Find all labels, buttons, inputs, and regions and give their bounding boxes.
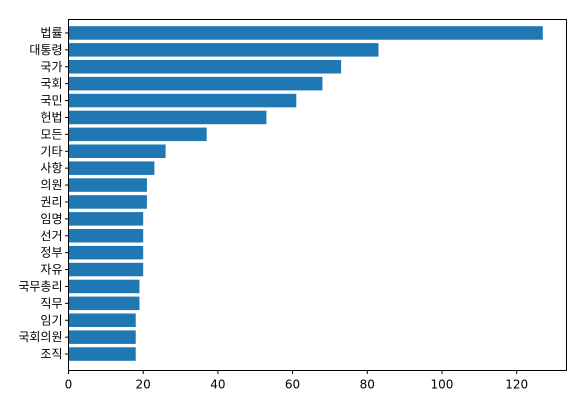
bar-5 <box>68 110 267 125</box>
x-ticks: 0 20 40 60 80 100 120 <box>65 370 528 392</box>
y-tick-label: 국회 <box>40 77 62 91</box>
y-tick-label: 국민 <box>40 94 62 108</box>
y-tick-label: 직무 <box>40 296 62 310</box>
plot-frame <box>68 19 567 371</box>
bar-15 <box>68 279 140 294</box>
x-tick-label: 100 <box>431 378 454 392</box>
bar-9 <box>68 178 147 192</box>
y-tick-label: 국가 <box>40 60 62 74</box>
y-tick-label: 기타 <box>40 144 62 158</box>
bar-6 <box>68 127 207 142</box>
bar-4 <box>68 93 297 108</box>
bars-group <box>68 26 543 361</box>
bar-1 <box>68 43 379 57</box>
bar-14 <box>68 262 144 277</box>
bar-11 <box>68 212 144 226</box>
bar-19 <box>68 347 136 361</box>
y-tick-labels: 법률대통령국가국회국민헌법모든기타사항의원권리임명선거정부자유국무총리직무임기국… <box>18 26 69 361</box>
x-tick-label: 120 <box>505 378 528 392</box>
bar-2 <box>68 59 342 74</box>
y-tick-label: 정부 <box>40 246 62 260</box>
bar-17 <box>68 313 136 328</box>
x-tick-label: 40 <box>210 378 225 392</box>
y-tick-label: 선거 <box>40 229 62 243</box>
y-tick-label: 국회의원 <box>18 330 62 344</box>
bar-13 <box>68 245 144 260</box>
y-tick-label: 법률 <box>40 26 62 40</box>
bar-7 <box>68 144 166 159</box>
y-tick-label: 대통령 <box>29 43 62 57</box>
y-tick-label: 조직 <box>40 347 62 361</box>
y-tick-label: 국무총리 <box>18 279 62 293</box>
x-tick-label: 60 <box>285 378 300 392</box>
y-tick-label: 사항 <box>40 161 62 175</box>
y-tick-label: 의원 <box>40 178 62 192</box>
x-tick-label: 20 <box>136 378 151 392</box>
bar-12 <box>68 228 144 243</box>
x-tick-label: 0 <box>65 378 73 392</box>
bar-16 <box>68 296 140 311</box>
bar-18 <box>68 330 136 344</box>
bar-8 <box>68 161 155 175</box>
y-tick-label: 헌법 <box>40 110 62 124</box>
bar-3 <box>68 76 323 91</box>
y-tick-label: 자유 <box>40 263 62 277</box>
y-tick-label: 임명 <box>40 212 62 226</box>
y-tick-label: 모든 <box>40 127 62 141</box>
bar-10 <box>68 195 147 209</box>
y-tick-label: 권리 <box>40 195 62 209</box>
x-tick-label: 80 <box>360 378 375 392</box>
y-tick-label: 임기 <box>40 313 62 327</box>
bar-0 <box>68 26 543 40</box>
